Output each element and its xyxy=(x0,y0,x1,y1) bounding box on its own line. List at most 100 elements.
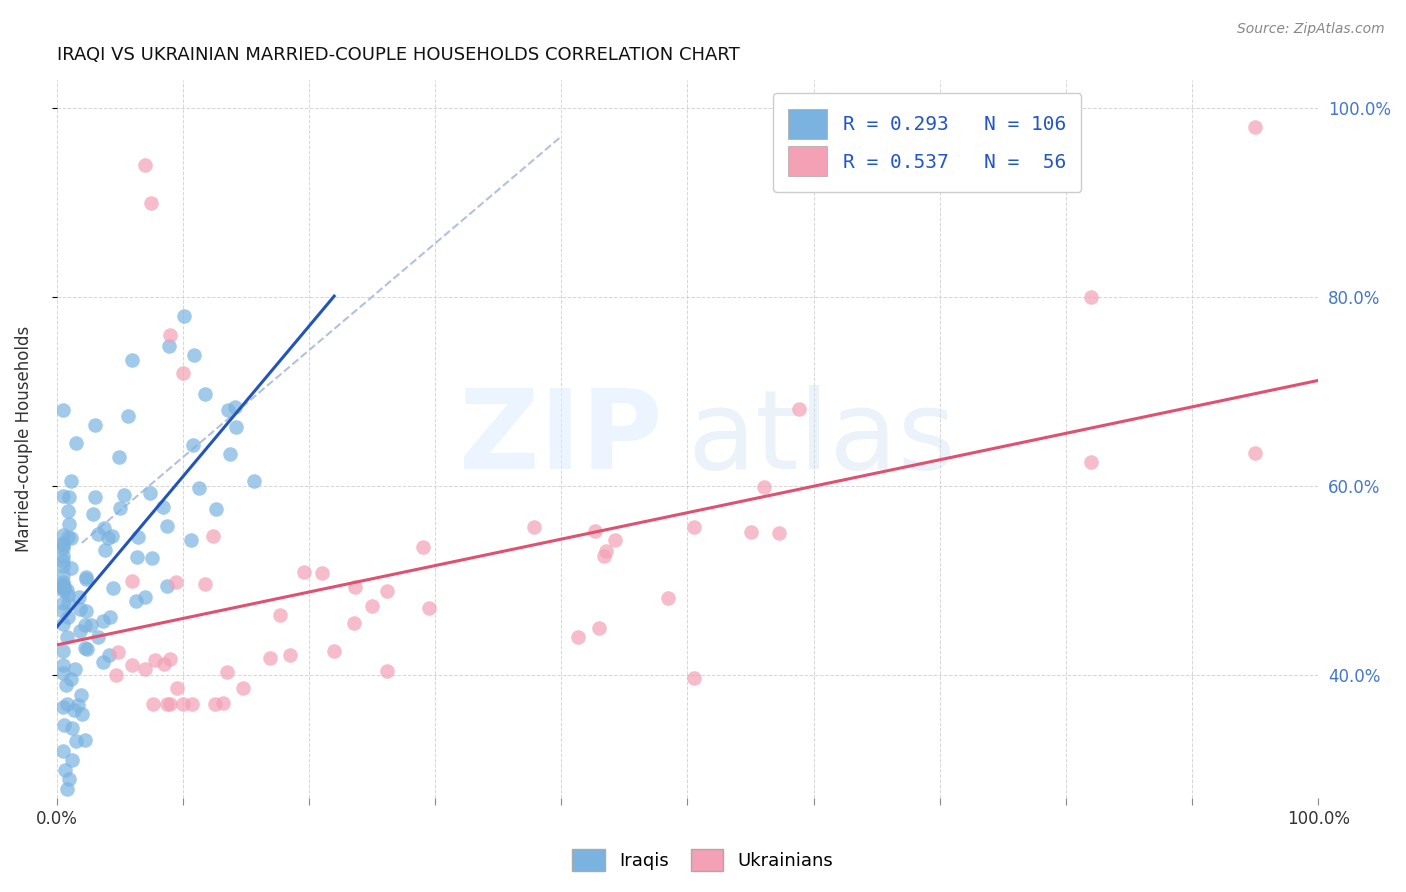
Point xyxy=(75,618,97,632)
Point xyxy=(683,671,706,685)
Point xyxy=(84,490,107,504)
Point xyxy=(112,488,135,502)
Point xyxy=(52,577,75,591)
Point xyxy=(292,565,315,579)
Text: Source: ZipAtlas.com: Source: ZipAtlas.com xyxy=(1237,22,1385,37)
Point xyxy=(56,596,79,610)
Point xyxy=(139,486,162,500)
Point xyxy=(52,644,75,658)
Point xyxy=(172,366,194,380)
Point xyxy=(56,631,79,645)
Legend: R = 0.293   N = 106, R = 0.537   N =  56: R = 0.293 N = 106, R = 0.537 N = 56 xyxy=(773,93,1081,192)
Point xyxy=(58,772,80,787)
Point xyxy=(75,604,97,618)
Point xyxy=(603,533,626,547)
Point xyxy=(418,601,440,615)
Point xyxy=(91,614,114,628)
Point xyxy=(159,697,181,711)
Point xyxy=(412,540,434,554)
Point xyxy=(211,696,233,710)
Point xyxy=(70,706,93,721)
Point xyxy=(134,158,156,172)
Point xyxy=(201,528,224,542)
Point xyxy=(311,566,333,580)
Point xyxy=(52,554,75,568)
Point xyxy=(105,668,128,682)
Point xyxy=(1080,290,1102,304)
Point xyxy=(134,662,156,676)
Point xyxy=(194,387,217,401)
Point xyxy=(595,544,617,558)
Point xyxy=(60,721,83,735)
Point xyxy=(243,474,266,488)
Point xyxy=(1244,120,1267,134)
Point xyxy=(523,520,546,534)
Point xyxy=(121,353,143,368)
Point xyxy=(194,577,217,591)
Point xyxy=(94,543,117,558)
Point xyxy=(768,525,790,540)
Point xyxy=(166,681,188,695)
Point xyxy=(259,650,281,665)
Point xyxy=(588,621,610,635)
Point xyxy=(219,447,242,461)
Point xyxy=(1080,455,1102,469)
Point xyxy=(280,648,302,662)
Point xyxy=(55,763,77,777)
Point xyxy=(53,717,76,731)
Point xyxy=(58,517,80,532)
Point xyxy=(52,580,75,594)
Point xyxy=(56,697,79,711)
Point xyxy=(59,560,82,574)
Point xyxy=(682,520,704,534)
Point xyxy=(97,648,120,662)
Point xyxy=(65,436,87,450)
Point xyxy=(183,348,205,362)
Point xyxy=(80,617,103,632)
Point xyxy=(159,652,181,666)
Point xyxy=(75,640,97,655)
Point xyxy=(52,559,75,574)
Point xyxy=(58,588,80,602)
Text: IRAQI VS UKRAINIAN MARRIED-COUPLE HOUSEHOLDS CORRELATION CHART: IRAQI VS UKRAINIAN MARRIED-COUPLE HOUSEH… xyxy=(56,46,740,64)
Point xyxy=(217,665,239,679)
Point xyxy=(52,541,75,555)
Point xyxy=(172,697,194,711)
Point xyxy=(65,734,87,748)
Point xyxy=(73,732,96,747)
Text: ZIP: ZIP xyxy=(458,385,662,492)
Point xyxy=(52,568,75,582)
Point xyxy=(205,502,228,516)
Point xyxy=(165,575,187,590)
Point xyxy=(52,657,75,672)
Point xyxy=(69,602,91,616)
Point xyxy=(52,665,75,680)
Point xyxy=(156,697,179,711)
Point xyxy=(59,672,82,686)
Point xyxy=(55,582,77,597)
Point xyxy=(269,607,291,622)
Point xyxy=(1244,446,1267,460)
Point xyxy=(75,573,97,587)
Point xyxy=(97,531,120,545)
Point xyxy=(70,689,93,703)
Point xyxy=(143,653,166,667)
Point xyxy=(52,744,75,758)
Point xyxy=(156,519,179,533)
Point xyxy=(173,309,195,323)
Point xyxy=(60,753,83,767)
Point xyxy=(75,570,97,584)
Point xyxy=(141,195,163,210)
Point xyxy=(157,339,180,353)
Point xyxy=(789,401,811,416)
Point xyxy=(217,402,239,417)
Point xyxy=(180,533,202,548)
Point xyxy=(58,530,80,544)
Point xyxy=(592,549,614,563)
Point xyxy=(117,409,139,424)
Point xyxy=(152,500,174,515)
Point xyxy=(204,697,226,711)
Point xyxy=(343,580,366,594)
Point xyxy=(52,578,75,592)
Point xyxy=(93,521,115,535)
